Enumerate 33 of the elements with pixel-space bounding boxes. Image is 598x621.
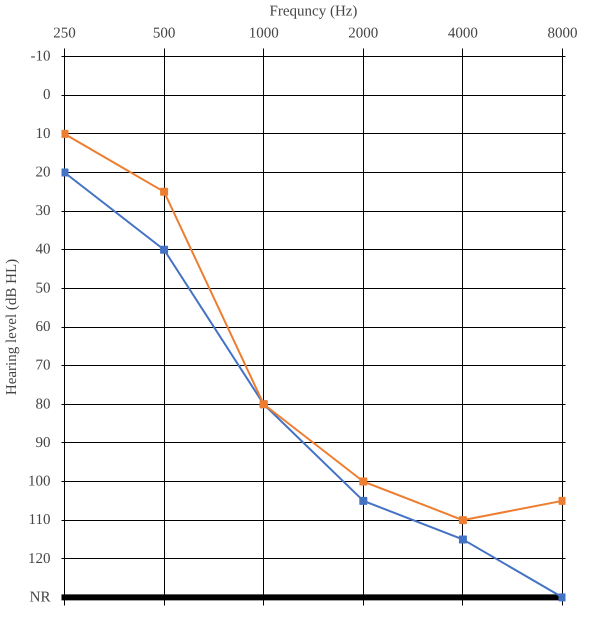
y-tick-label: 20 (36, 164, 50, 180)
x-tick-label: 250 (53, 26, 76, 42)
point (359, 496, 368, 505)
point (160, 246, 168, 254)
y-tick-label: 30 (36, 203, 50, 220)
x-tick-label: 2000 (348, 26, 378, 42)
x-tick-label: 500 (152, 26, 176, 42)
y-tick-label: -10 (30, 48, 51, 65)
y-tick-label: 100 (28, 474, 50, 490)
y-tick-label: 120 (28, 550, 50, 567)
y-tick-label: 110 (28, 512, 51, 528)
point (458, 516, 467, 524)
y-tick-label: 10 (36, 126, 50, 142)
x-tick-label: 1000 (248, 26, 279, 42)
y-tick-label: 0 (43, 87, 50, 104)
x-tick-label: 4000 (448, 26, 478, 42)
y-tick-label: 40 (36, 242, 50, 258)
point (160, 188, 168, 196)
point (62, 130, 68, 138)
y-axis-title: Hearing level (dB HL) (4, 258, 20, 396)
point (558, 593, 566, 602)
y-tick-label: 80 (36, 396, 50, 412)
x-axis-title: Frequncy (Hz) (270, 4, 358, 20)
y-tick-label: NR (30, 589, 51, 606)
y-tick-label: 70 (36, 358, 50, 374)
x-tick-label: 8000 (548, 26, 578, 42)
y-tick-label: 90 (36, 434, 50, 451)
point (458, 535, 467, 544)
y-tick-label: 50 (36, 280, 50, 296)
point (558, 496, 566, 505)
y-tick-label: 60 (36, 319, 50, 335)
point (359, 478, 368, 486)
point (62, 168, 68, 176)
